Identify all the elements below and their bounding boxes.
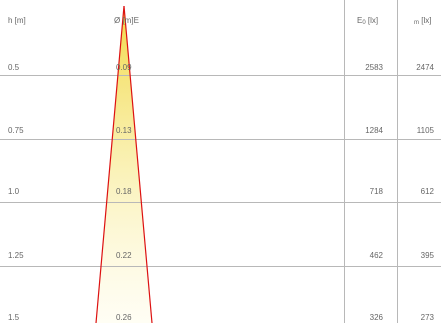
row-height: 1.0 xyxy=(8,187,20,196)
header-e0-unit: [lx] xyxy=(365,16,379,25)
header-em: m [lx] xyxy=(414,16,431,28)
header-diameter-label: Ø [m] xyxy=(114,16,134,25)
header-diameter: Ø [m]E xyxy=(114,16,139,26)
row-diameter: 0.18 xyxy=(116,187,132,196)
row-height: 0.5 xyxy=(8,63,20,72)
row-diameter: 0.26 xyxy=(116,313,132,322)
row-separators xyxy=(0,75,441,267)
header-em-unit: [lx] xyxy=(419,16,432,25)
row-e0: 326 xyxy=(369,313,383,322)
row-e0: 462 xyxy=(369,251,383,260)
light-beam-fill xyxy=(96,8,152,323)
column-separators xyxy=(344,0,398,323)
header-e-label: E xyxy=(133,16,139,25)
row-diameter: 0.13 xyxy=(116,126,132,135)
header-height: h [m] xyxy=(8,16,26,25)
row-e0: 718 xyxy=(369,187,383,196)
row-em: 1105 xyxy=(416,126,434,135)
row-em: 273 xyxy=(420,313,434,322)
header-e0-sub: 0 xyxy=(362,20,366,26)
row-height: 1.5 xyxy=(8,313,20,322)
row-height: 0.75 xyxy=(8,126,24,135)
row-em: 395 xyxy=(420,251,434,260)
header-em-sub: m xyxy=(414,20,419,26)
light-beam-outline xyxy=(95,5,153,323)
beam-edge-left xyxy=(95,5,125,323)
row-height: 1.25 xyxy=(8,251,24,260)
header-e0: E0 [lx] xyxy=(357,16,378,28)
row-e0: 2583 xyxy=(365,63,383,72)
row-diameter: 0.09 xyxy=(116,63,132,72)
beam-edge-right xyxy=(123,5,153,323)
header-e0-label: E xyxy=(357,16,363,25)
row-diameter: 0.22 xyxy=(116,251,132,260)
row-e0: 1284 xyxy=(365,126,383,135)
row-em: 2474 xyxy=(416,63,434,72)
row-em: 612 xyxy=(420,187,434,196)
